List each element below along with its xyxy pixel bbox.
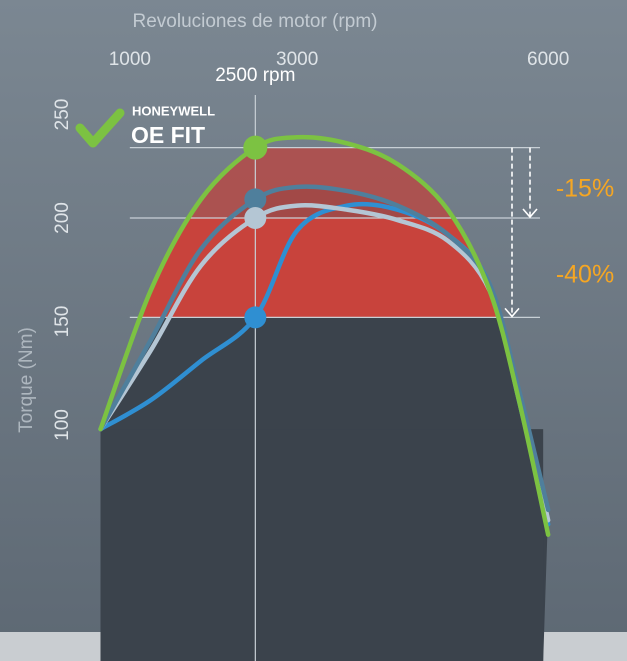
check-icon: [75, 108, 125, 148]
x-axis-title: Revoluciones de motor (rpm): [133, 11, 378, 32]
engine-base: [100, 429, 544, 661]
marker: [244, 306, 267, 329]
y-axis-title: Torque (Nm): [16, 327, 37, 433]
series-line: [98, 134, 551, 537]
y-tick-label: 150: [52, 306, 73, 338]
marker: [244, 188, 267, 211]
arrow-head: [504, 307, 520, 318]
x-tick-label: 1000: [109, 49, 151, 70]
badge-label: OE FIT: [131, 122, 205, 148]
badge-brand: HONEYWELL: [132, 103, 215, 118]
highlight-label: 2500 rpm: [215, 65, 295, 86]
annotation: -15%: [556, 175, 614, 203]
marker: [243, 135, 268, 160]
y-tick-label: 200: [52, 202, 73, 234]
annotation: -40%: [556, 261, 614, 289]
y-tick-label: 100: [52, 409, 73, 441]
x-tick-label: 3000: [276, 49, 318, 70]
x-tick-label: 6000: [527, 49, 569, 70]
series-line: [98, 184, 551, 513]
marker: [244, 207, 267, 229]
y-tick-label: 250: [52, 99, 73, 131]
arrow-head: [522, 208, 538, 219]
